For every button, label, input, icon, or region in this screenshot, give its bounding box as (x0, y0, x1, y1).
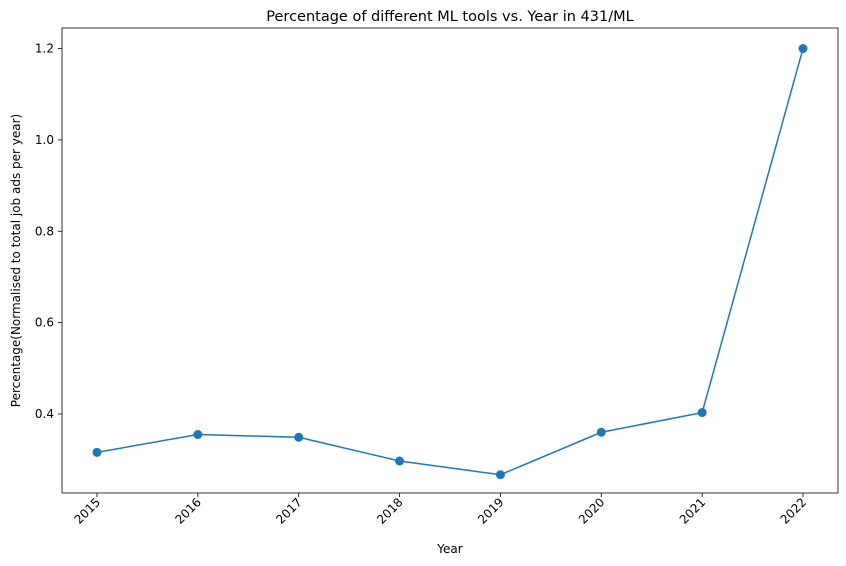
x-axis-ticks: 2015 2016 2017 2018 2019 2020 2021 2022 (72, 493, 809, 527)
data-point (697, 408, 707, 418)
data-point (294, 432, 304, 442)
x-tick-label: 2018 (374, 495, 405, 526)
y-tick-label: 0.4 (35, 407, 54, 421)
data-point (395, 456, 405, 466)
x-tick-label: 2016 (172, 495, 203, 526)
x-tick-label: 2021 (677, 495, 708, 526)
y-tick-label: 0.8 (35, 224, 54, 238)
x-tick-label: 2017 (273, 495, 304, 526)
x-tick-label: 2020 (576, 495, 607, 526)
y-axis-ticks: 0.4 0.6 0.8 1.0 1.2 (35, 42, 62, 421)
plot-area (61, 27, 839, 494)
y-tick-label: 1.0 (35, 133, 54, 147)
y-tick-label: 0.6 (35, 316, 54, 330)
x-tick-label: 2019 (475, 495, 506, 526)
x-tick-label: 2015 (72, 495, 103, 526)
series-line (96, 48, 804, 476)
y-axis-label: Percentage(Normalised to total job ads p… (9, 114, 23, 407)
y-tick-label: 1.2 (35, 42, 54, 56)
data-point (495, 470, 505, 480)
data-point (193, 430, 203, 440)
data-point (596, 427, 606, 437)
x-axis-label: Year (436, 542, 462, 556)
axes-frame (61, 27, 839, 494)
x-tick-label: 2022 (778, 495, 809, 526)
data-point (798, 44, 808, 54)
series-layer (92, 44, 808, 480)
data-point (92, 447, 102, 457)
chart-title: Percentage of different ML tools vs. Yea… (266, 9, 633, 25)
